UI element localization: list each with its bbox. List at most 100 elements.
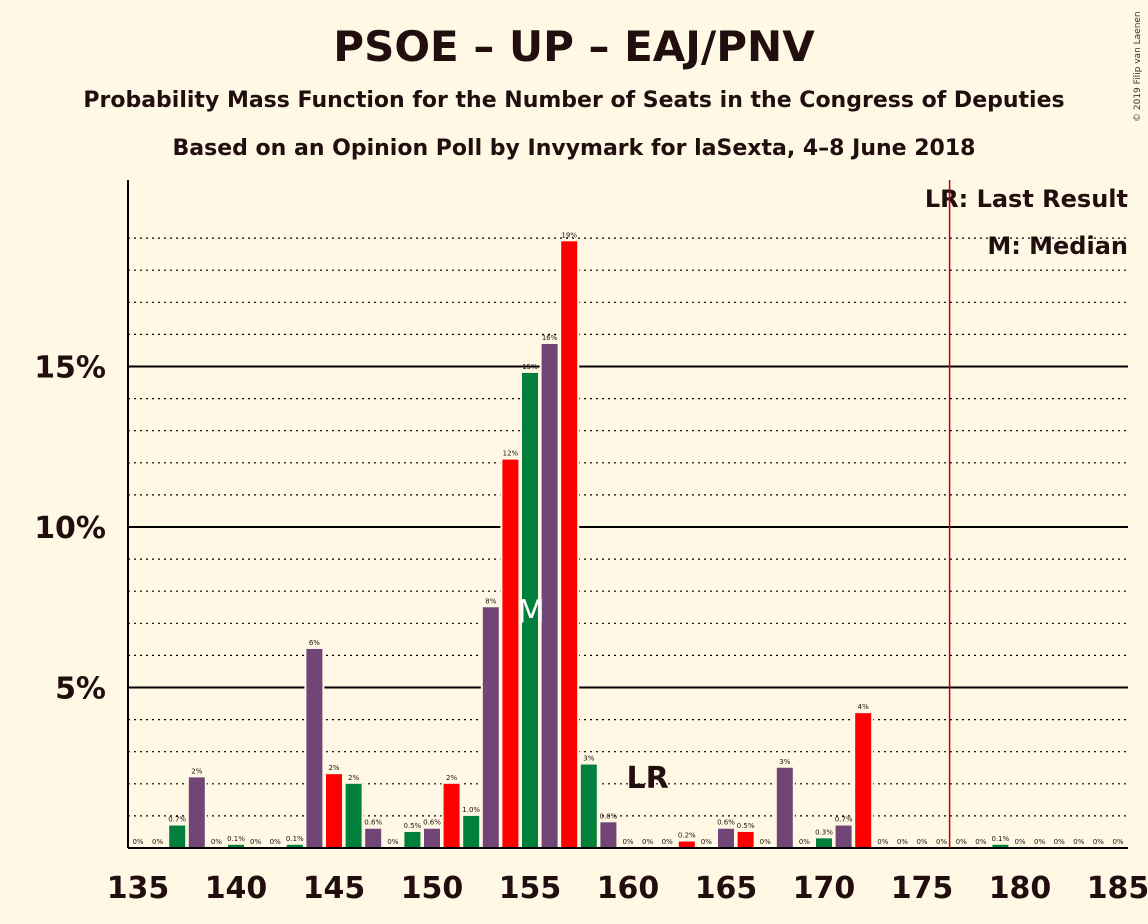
bar-label-141: 0% [250, 838, 261, 846]
bar-label-180: 0% [1014, 838, 1025, 846]
bar-series [167, 239, 1011, 848]
bar-label-151: 2% [446, 774, 457, 782]
bar-label-154: 12% [503, 450, 519, 458]
chart-subtitle: Probability Mass Function for the Number… [83, 88, 1065, 113]
bar-137 [169, 825, 186, 848]
x-tick-label: 145 [303, 871, 366, 906]
bar-label-176: 0% [936, 838, 947, 846]
bar-label-171: 0.7% [835, 816, 853, 824]
bar-label-182: 0% [1054, 838, 1065, 846]
bar-144 [306, 648, 323, 848]
chart-subtitle-poll: Based on an Opinion Poll by Invymark for… [172, 136, 976, 161]
bar-label-140: 0.1% [227, 835, 245, 843]
bar-label-164: 0% [701, 838, 712, 846]
bar-label-173: 0% [877, 838, 888, 846]
bar-165 [718, 828, 734, 848]
bar-label-162: 0% [662, 838, 673, 846]
bar-label-159: 0.8% [600, 812, 618, 820]
legend-last-result: LR: Last Result [924, 185, 1128, 213]
bar-label-138: 2% [191, 767, 202, 775]
x-tick-label: 170 [793, 871, 856, 906]
y-tick-label: 10% [34, 511, 106, 546]
x-tick-label: 175 [891, 871, 954, 906]
bar-163 [678, 841, 695, 848]
bar-label-163: 0.2% [678, 832, 696, 840]
chart-title: PSOE – UP – EAJ/PNV [333, 22, 815, 71]
bar-label-170: 0.3% [815, 828, 833, 836]
bar-156 [541, 344, 558, 848]
bar-label-135: 0% [132, 838, 143, 846]
bar-label-167: 0% [760, 838, 771, 846]
bar-label-181: 0% [1034, 838, 1045, 846]
bar-157 [561, 241, 578, 848]
bar-153 [482, 607, 499, 848]
axes: 5% 10% 15% 135 140 145 150 155 160 165 170 175 180 18… [34, 180, 1148, 906]
bar-label-143: 0.1% [286, 835, 304, 843]
bar-172 [855, 713, 872, 848]
x-tick-label: 155 [499, 871, 562, 906]
x-tick-label: 160 [597, 871, 660, 906]
x-tick-label: 180 [989, 871, 1052, 906]
bar-label-153: 8% [485, 597, 496, 605]
bar-label-160: 0% [622, 838, 633, 846]
x-tick-label: 185 [1087, 871, 1148, 906]
bar-label-158: 3% [583, 755, 594, 763]
y-tick-label: 5% [55, 672, 106, 707]
bar-label-172: 4% [858, 703, 869, 711]
bar-label-145: 2% [328, 764, 339, 772]
bar-label-148: 0% [387, 838, 398, 846]
x-tick-label: 135 [107, 871, 170, 906]
bar-146 [345, 783, 362, 848]
bar-label-179: 0.1% [992, 835, 1010, 843]
bar-label-146: 2% [348, 774, 359, 782]
bar-label-155: 15% [522, 363, 538, 371]
bar-171 [835, 825, 852, 848]
bar-label-144: 6% [309, 639, 320, 647]
bar-label-169: 0% [799, 838, 810, 846]
bar-166 [737, 831, 754, 848]
bar-label-175: 0% [916, 838, 927, 846]
bar-158 [580, 764, 597, 848]
bar-145 [326, 774, 342, 848]
bar-150 [424, 828, 440, 848]
bar-140 [228, 844, 244, 848]
bar-labels: 0% 0% 0.7% 2% 0% 0.1% 0% 0% 0.1% 6% 2% 2% 0.6% 0% 0.5%… [132, 231, 1123, 846]
bar-170 [816, 838, 832, 848]
bar-151 [443, 783, 460, 848]
bar-label-183: 0% [1073, 838, 1084, 846]
bar-159 [600, 822, 617, 848]
bar-label-150: 0.6% [423, 819, 441, 827]
bar-label-149: 0.5% [404, 822, 422, 830]
y-tick-label: 15% [34, 351, 106, 386]
bar-138 [188, 777, 205, 848]
x-tick-label: 165 [695, 871, 758, 906]
bar-155 [522, 372, 538, 848]
bar-label-166: 0.5% [737, 822, 755, 830]
bar-label-142: 0% [270, 838, 281, 846]
x-tick-label: 150 [401, 871, 464, 906]
bar-label-137: 0.7% [168, 816, 186, 824]
bar-147 [365, 828, 382, 848]
median-marker: M [517, 592, 545, 630]
bar-label-139: 0% [211, 838, 222, 846]
bar-label-147: 0.6% [364, 819, 382, 827]
bar-label-178: 0% [975, 838, 986, 846]
bar-label-177: 0% [956, 838, 967, 846]
bar-168 [776, 767, 793, 848]
x-tick-label: 140 [205, 871, 268, 906]
bar-label-165: 0.6% [717, 819, 735, 827]
bar-154 [502, 459, 519, 848]
bar-149 [404, 831, 421, 848]
grid-lines [128, 237, 1128, 817]
bar-179 [992, 844, 1009, 848]
bar-label-184: 0% [1093, 838, 1104, 846]
annotations: M LR [517, 180, 951, 848]
bar-label-156: 16% [542, 334, 558, 342]
legend-median: M: Median [987, 232, 1128, 260]
bar-label-174: 0% [897, 838, 908, 846]
bar-label-136: 0% [152, 838, 163, 846]
bar-143 [286, 844, 303, 848]
bar-label-185: 0% [1112, 838, 1123, 846]
bar-label-161: 0% [642, 838, 653, 846]
